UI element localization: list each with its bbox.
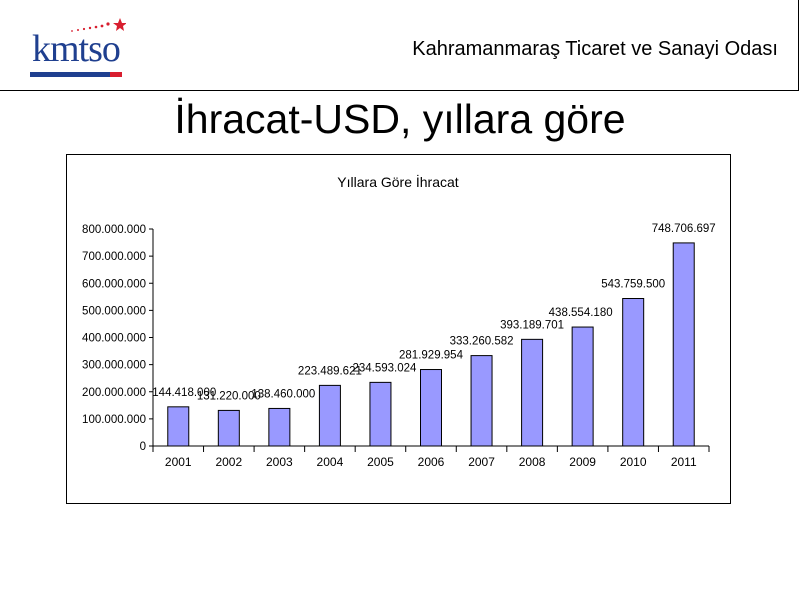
value-label: 393.189.701 xyxy=(500,319,564,331)
bar-2004 xyxy=(318,384,341,447)
bar-2008 xyxy=(521,338,544,447)
value-label: 748.706.697 xyxy=(652,223,716,235)
value-label: 333.260.582 xyxy=(450,336,514,348)
x-tick-label: 2009 xyxy=(569,455,596,469)
logo-underline-accent xyxy=(110,72,122,77)
header-banner: kmtso Kahramanmaraş Ticaret ve Sanayi Od… xyxy=(0,0,799,91)
value-label: 234.593.024 xyxy=(352,362,417,374)
x-tick-label: 2007 xyxy=(468,455,495,469)
logo-underline xyxy=(30,72,122,77)
bars-group xyxy=(167,242,695,447)
chart-title: Yıllara Göre İhracat xyxy=(337,173,458,190)
bar-2006 xyxy=(420,369,442,447)
value-label: 281.929.954 xyxy=(399,350,464,362)
x-tick-label: 2003 xyxy=(266,455,293,469)
bar-2011 xyxy=(672,242,695,447)
organization-name: Kahramanmaraş Ticaret ve Sanayi Odası xyxy=(412,38,778,60)
x-tick-label: 2001 xyxy=(165,455,192,469)
bar-2007 xyxy=(470,355,493,447)
bar-2009 xyxy=(571,326,594,447)
y-tick-label: 600.000.000 xyxy=(82,278,146,290)
y-tick-label: 400.000.000 xyxy=(82,333,146,345)
bar-2002 xyxy=(217,409,240,447)
y-tick-label: 200.000.000 xyxy=(82,387,146,399)
x-tick-label: 2011 xyxy=(671,455,697,469)
chart-frame: Yıllara Göre İhracat 0 100.000.000 200.000… xyxy=(66,154,731,504)
y-tick-label: 700.000.000 xyxy=(82,251,146,263)
bar-2010 xyxy=(622,298,645,447)
logo-stars-icon xyxy=(71,18,126,32)
page-title: İhracat-USD, yıllara göre xyxy=(174,96,626,142)
bar-chart: Yıllara Göre İhracat 0 100.000.000 200.000… xyxy=(82,173,716,469)
kmtso-logo: kmtso xyxy=(28,16,128,80)
x-tick-label: 2006 xyxy=(418,455,445,469)
y-axis: 0 100.000.000 200.000.000 300.000.000 400.00… xyxy=(82,224,154,453)
logo-wordmark: kmtso xyxy=(32,28,121,70)
x-tick-label: 2010 xyxy=(620,455,647,469)
value-label: 438.554.180 xyxy=(549,307,613,319)
x-tick-label: 2002 xyxy=(215,455,242,469)
value-label: 144.418.000 xyxy=(152,387,216,399)
x-axis: 2001 2002 2003 2004 2005 2006 2007 2008 2009 2010… xyxy=(152,445,710,469)
value-label: 131.220.000 xyxy=(197,390,261,402)
x-tick-label: 2008 xyxy=(519,455,546,469)
y-tick-label: 500.000.000 xyxy=(82,305,146,317)
y-tick-label: 0 xyxy=(140,441,146,453)
y-tick-label: 800.000.000 xyxy=(82,224,146,236)
y-tick-label: 300.000.000 xyxy=(82,360,146,372)
value-label: 223.489.621 xyxy=(298,365,362,377)
x-tick-label: 2005 xyxy=(367,455,394,469)
value-label: 138.460.000 xyxy=(251,388,315,400)
bar-2001 xyxy=(167,406,190,447)
bar-2005 xyxy=(369,381,392,447)
bar-2003 xyxy=(268,407,291,447)
x-tick-label: 2004 xyxy=(317,455,344,469)
y-tick-label: 100.000.000 xyxy=(82,414,146,426)
value-label: 543.759.500 xyxy=(601,279,665,291)
